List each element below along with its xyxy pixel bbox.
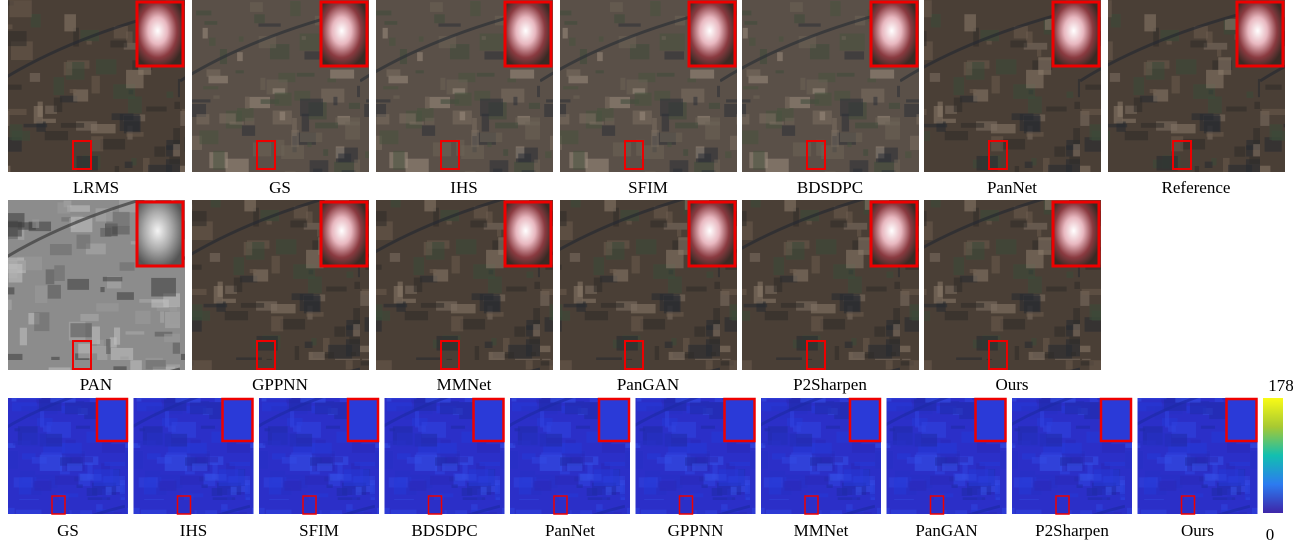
panel-label: Ours [995, 375, 1028, 394]
panel-label: PanGAN [617, 375, 679, 394]
zoom-inset [976, 399, 1006, 441]
panel-label: IHS [180, 521, 207, 540]
panel-label: PanNet [987, 178, 1037, 197]
zoom-inset [137, 202, 183, 266]
zoom-inset [1101, 399, 1131, 441]
panel-label: GPPNN [252, 375, 308, 394]
zoom-inset [599, 399, 629, 441]
error-panel [761, 398, 881, 514]
panel-label: P2Sharpen [793, 375, 867, 394]
panel-label: BDSDPC [411, 521, 477, 540]
panel-label: PanGAN [915, 521, 977, 540]
panel-label: MMNet [437, 375, 492, 394]
result-panel [924, 0, 1101, 172]
zoom-inset [725, 399, 755, 441]
zoom-inset [1053, 2, 1099, 66]
zoom-inset [689, 202, 735, 266]
colorbar [1263, 398, 1283, 513]
error-panel [887, 398, 1007, 514]
result-panel [924, 200, 1101, 370]
zoom-inset [1053, 202, 1099, 266]
zoom-inset [348, 399, 378, 441]
panel-label: P2Sharpen [1035, 521, 1109, 540]
error-panel [134, 398, 254, 514]
zoom-inset [689, 2, 735, 66]
pan-panel [8, 200, 185, 370]
result-panel [742, 0, 919, 172]
figure: LRMS GS IHS SFIM BDSDPC PanNet Reference PAN GPP… [0, 0, 1293, 543]
colorbar-max: 178 [1268, 376, 1293, 395]
error-panel [259, 398, 379, 514]
result-panel [560, 200, 737, 370]
panel-label: IHS [450, 178, 477, 197]
panel-label: GS [57, 521, 79, 540]
zoom-inset [505, 2, 551, 66]
zoom-inset [321, 2, 367, 66]
zoom-inset [505, 202, 551, 266]
error-panel [8, 398, 128, 514]
result-panel [742, 200, 919, 370]
panel-label: PAN [80, 375, 112, 394]
zoom-inset [871, 202, 917, 266]
zoom-inset [321, 202, 367, 266]
zoom-inset [850, 399, 880, 441]
colorbar-min: 0 [1266, 525, 1275, 543]
panel-label: Ours [1181, 521, 1214, 540]
zoom-inset [474, 399, 504, 441]
zoom-inset [1227, 399, 1257, 441]
zoom-inset [97, 399, 127, 441]
result-panel [192, 200, 369, 370]
zoom-inset [1237, 2, 1283, 66]
error-panel [1012, 398, 1132, 514]
error-panel [385, 398, 505, 514]
zoom-inset [871, 2, 917, 66]
panel-label: LRMS [73, 178, 119, 197]
zoom-inset [223, 399, 253, 441]
panel-label: BDSDPC [797, 178, 863, 197]
panel-label: Reference [1162, 178, 1231, 197]
result-panel [376, 0, 553, 172]
result-panel [560, 0, 737, 172]
panel-label: GPPNN [668, 521, 724, 540]
error-panel [1138, 398, 1258, 514]
panel-label: GS [269, 178, 291, 197]
zoom-inset [137, 2, 183, 66]
result-panel [192, 0, 369, 172]
panel-label: SFIM [628, 178, 668, 197]
result-panel [8, 0, 185, 172]
error-panel [510, 398, 630, 514]
panel-label: SFIM [299, 521, 339, 540]
result-panel [1108, 0, 1285, 172]
panel-label: PanNet [545, 521, 595, 540]
result-panel [376, 200, 553, 370]
panel-label: MMNet [794, 521, 849, 540]
error-panel [636, 398, 756, 514]
